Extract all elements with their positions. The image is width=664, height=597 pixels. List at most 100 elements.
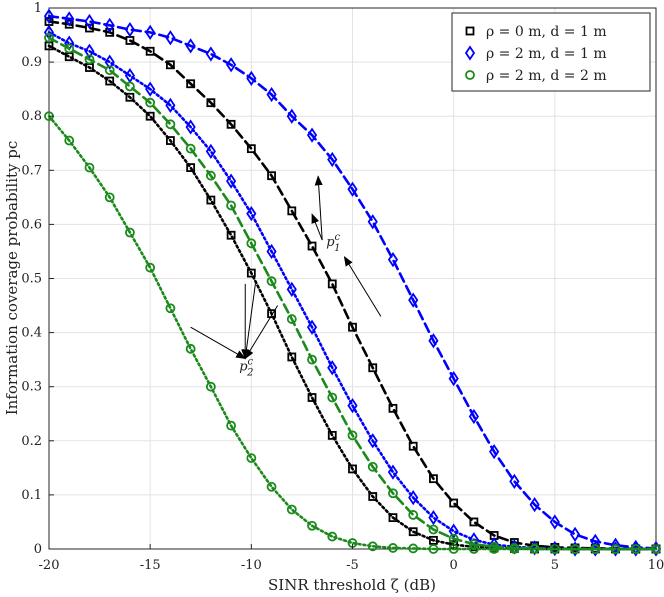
data-point: [145, 46, 155, 56]
data-point: [266, 276, 277, 287]
data-point: [286, 108, 297, 124]
data-point: [367, 433, 378, 449]
data-point: [44, 32, 54, 43]
data-point: [105, 27, 115, 37]
x-tick-label: -5: [346, 558, 359, 573]
data-point: [327, 430, 337, 440]
data-point: [347, 181, 358, 197]
y-tick-label: 0.8: [21, 109, 42, 124]
data-point: [348, 464, 357, 474]
y-axis-label: Information coverage probability pc: [3, 141, 21, 416]
data-point: [327, 360, 338, 376]
legend: ρ = 0 m, d = 1 m ρ = 2 m, d = 1 m ρ = 2 m,…: [451, 12, 651, 92]
annotation-arrow: [190, 326, 247, 359]
data-point: [448, 533, 459, 544]
data-point: [610, 544, 621, 554]
data-point: [145, 97, 156, 108]
data-point: [529, 544, 540, 554]
data-point: [367, 214, 378, 230]
data-point: [145, 81, 156, 97]
legend-entry: ρ = 0 m, d = 1 m: [465, 24, 607, 40]
data-point: [287, 206, 297, 216]
y-axis-ticks: 0 0.1 0.2 0.3 0.4 0.5 0.6 0.7 0.8 0.9 1: [21, 1, 54, 557]
data-point: [266, 86, 277, 103]
data-point: [387, 464, 399, 480]
data-point: [266, 481, 277, 492]
data-point: [327, 392, 338, 403]
annotation-label: pc 2: [239, 356, 253, 378]
x-tick-label: -15: [140, 558, 161, 573]
data-point: [408, 489, 419, 506]
data-point: [84, 43, 95, 59]
data-point: [610, 537, 621, 553]
data-point: [205, 46, 216, 62]
data-point: [185, 343, 196, 354]
data-point: [206, 98, 216, 108]
data-point: [205, 381, 216, 392]
y-tick-label: 0: [34, 542, 42, 557]
data-point: [286, 314, 297, 324]
data-point: [145, 24, 156, 40]
data-point: [468, 544, 479, 554]
annotation-arrow: [311, 213, 323, 241]
data-point: [266, 243, 277, 260]
x-tick-label: -10: [241, 558, 262, 573]
data-point: [489, 544, 500, 554]
data-point: [388, 543, 398, 553]
data-point: [246, 70, 257, 86]
data-point: [408, 292, 419, 308]
data-point: [306, 127, 318, 143]
y-tick-label: 0.2: [21, 434, 42, 449]
data-point: [590, 544, 601, 554]
data-point: [307, 354, 317, 365]
data-point: [570, 544, 580, 554]
data-point: [307, 241, 317, 251]
data-point: [509, 544, 520, 554]
data-point: [84, 13, 95, 30]
data-point: [448, 370, 459, 387]
data-point: [165, 60, 175, 70]
data-point: [104, 17, 115, 33]
data-point: [367, 461, 378, 472]
data-point: [428, 544, 439, 554]
data-point: [64, 43, 75, 54]
data-point: [145, 262, 156, 273]
data-point: [549, 514, 560, 530]
y-tick-label: 0.9: [21, 55, 42, 70]
x-axis-ticks: -20 -15 -10 -5 0 5 10: [39, 544, 664, 573]
data-point: [226, 173, 237, 189]
data-point: [105, 76, 115, 86]
legend-marker: [465, 26, 475, 36]
data-point: [104, 192, 115, 203]
data-point: [185, 38, 196, 54]
data-point: [569, 526, 581, 543]
data-point: [287, 352, 297, 362]
data-point: [165, 303, 176, 314]
data-point: [246, 453, 257, 464]
data-point: [165, 30, 176, 46]
data-point: [145, 111, 155, 121]
x-tick-label: -20: [39, 558, 60, 573]
data-point: [85, 23, 94, 33]
annotation-label: pc 1: [326, 232, 340, 254]
y-tick-label: 0.5: [21, 272, 42, 287]
data-point: [286, 281, 297, 297]
data-point: [448, 523, 459, 539]
data-point: [185, 119, 196, 135]
data-point: [408, 441, 418, 451]
data-point: [327, 279, 337, 289]
legend-marker: [464, 45, 476, 61]
data-point: [246, 205, 257, 222]
data-point: [186, 79, 196, 89]
data-point: [529, 497, 540, 513]
x-axis-label: SINR threshold ζ (dB): [268, 576, 436, 594]
data-point: [429, 535, 438, 545]
y-tick-label: 0.1: [21, 488, 42, 503]
annotation-arrow: [314, 175, 323, 241]
data-point: [125, 92, 135, 102]
data-point: [368, 492, 378, 501]
data-point: [347, 398, 358, 414]
legend-entry: ρ = 2 m, d = 1 m: [464, 45, 607, 62]
data-point: [64, 135, 75, 146]
